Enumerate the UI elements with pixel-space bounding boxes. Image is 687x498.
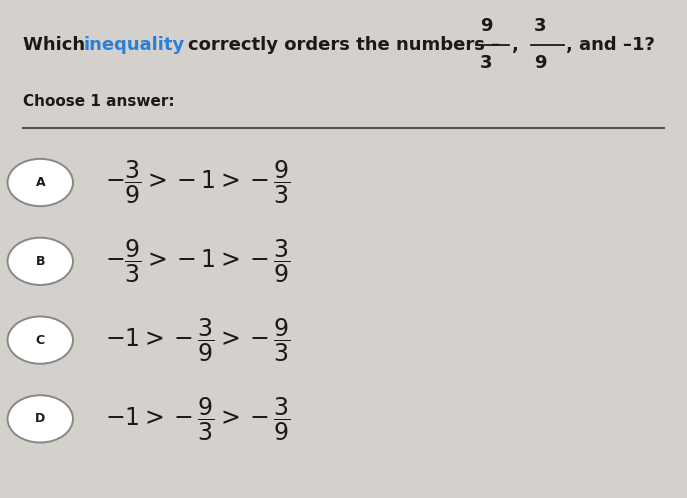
Text: $-1>-\dfrac{3}{9}>-\dfrac{9}{3}$: $-1>-\dfrac{3}{9}>-\dfrac{9}{3}$ bbox=[105, 316, 291, 364]
Text: $-1>-\dfrac{9}{3}>-\dfrac{3}{9}$: $-1>-\dfrac{9}{3}>-\dfrac{3}{9}$ bbox=[105, 395, 291, 443]
Text: C: C bbox=[36, 334, 45, 347]
Circle shape bbox=[8, 395, 73, 443]
Text: ,: , bbox=[512, 36, 519, 54]
Circle shape bbox=[8, 316, 73, 364]
Text: , and –1?: , and –1? bbox=[566, 36, 655, 54]
Text: $-\dfrac{3}{9}>-1>-\dfrac{9}{3}$: $-\dfrac{3}{9}>-1>-\dfrac{9}{3}$ bbox=[105, 159, 291, 206]
Text: 3: 3 bbox=[534, 17, 547, 35]
Text: Which: Which bbox=[23, 36, 91, 54]
Text: Choose 1 answer:: Choose 1 answer: bbox=[23, 94, 175, 109]
Circle shape bbox=[8, 238, 73, 285]
Text: inequality: inequality bbox=[83, 36, 184, 54]
Text: A: A bbox=[36, 176, 45, 189]
Text: correctly orders the numbers –: correctly orders the numbers – bbox=[188, 36, 500, 54]
Text: 9: 9 bbox=[534, 54, 547, 72]
Text: 3: 3 bbox=[480, 54, 493, 72]
Text: 9: 9 bbox=[480, 17, 493, 35]
Text: B: B bbox=[36, 255, 45, 268]
Text: D: D bbox=[35, 412, 45, 425]
Text: $-\dfrac{9}{3}>-1>-\dfrac{3}{9}$: $-\dfrac{9}{3}>-1>-\dfrac{3}{9}$ bbox=[105, 238, 291, 285]
Circle shape bbox=[8, 159, 73, 206]
